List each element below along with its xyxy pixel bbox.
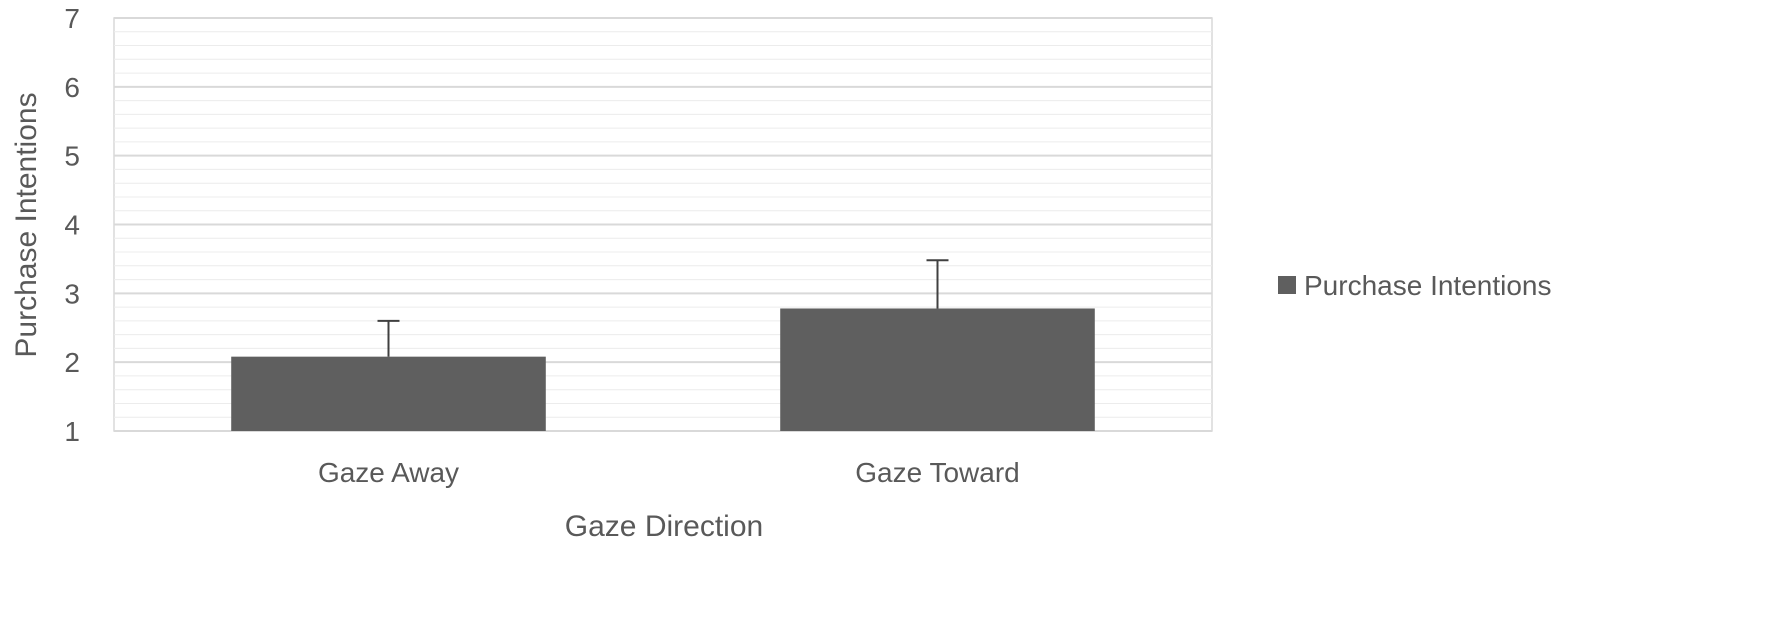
y-tick-label: 4	[64, 210, 80, 241]
y-tick-label: 2	[64, 347, 80, 378]
legend-label: Purchase Intentions	[1304, 270, 1552, 301]
y-axis-title: Purchase Intentions	[10, 92, 43, 357]
bars	[231, 308, 1095, 431]
y-axis-ticks: 1 2 3 4 5 6 7	[64, 3, 80, 447]
x-tick-label: Gaze Toward	[855, 457, 1019, 488]
error-bars	[377, 259, 949, 357]
x-axis-title: Gaze Direction	[565, 510, 763, 543]
legend-swatch	[1278, 276, 1296, 294]
bar	[780, 308, 1095, 431]
x-axis-ticks: Gaze Away Gaze Toward	[318, 457, 1020, 488]
bar	[231, 356, 546, 431]
y-tick-label: 7	[64, 3, 80, 34]
y-tick-label: 6	[64, 72, 80, 103]
y-tick-label: 3	[64, 278, 80, 309]
x-tick-label: Gaze Away	[318, 457, 459, 488]
legend: Purchase Intentions	[1278, 270, 1552, 301]
y-tick-label: 1	[64, 416, 80, 447]
y-tick-label: 5	[64, 141, 80, 172]
